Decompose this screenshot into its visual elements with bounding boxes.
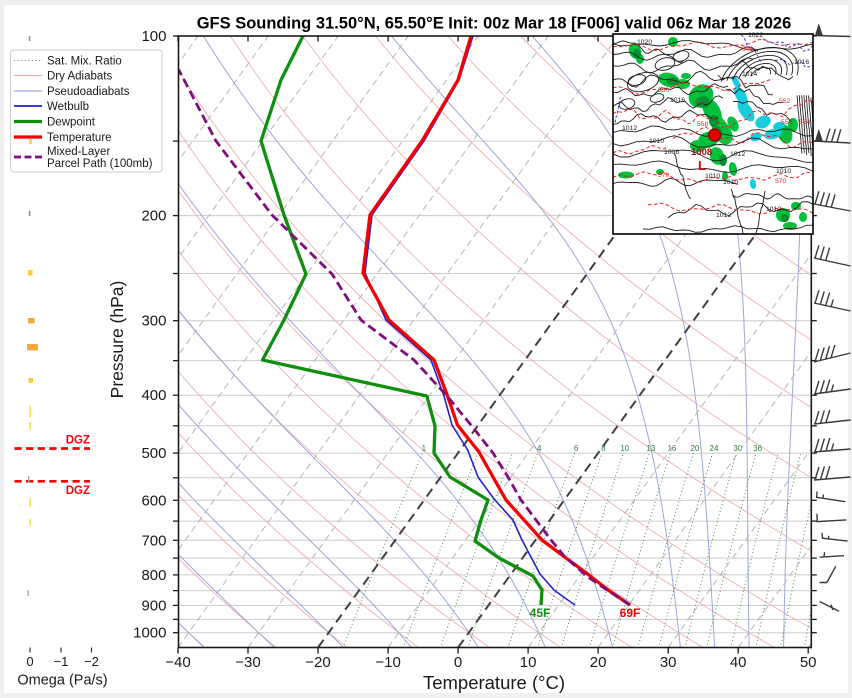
svg-text:1010: 1010 [776, 168, 791, 175]
svg-text:69F: 69F [620, 606, 641, 620]
svg-text:30: 30 [660, 654, 677, 671]
svg-text:4: 4 [537, 444, 542, 453]
svg-text:10: 10 [620, 444, 629, 453]
svg-text:DGZ: DGZ [66, 485, 90, 497]
svg-text:1010: 1010 [649, 138, 664, 145]
svg-text:Sat. Mix. Ratio: Sat. Mix. Ratio [47, 56, 122, 68]
svg-text:1010: 1010 [723, 179, 738, 186]
svg-text:1012: 1012 [730, 151, 745, 158]
svg-text:570: 570 [775, 178, 787, 185]
svg-text:600: 600 [141, 492, 166, 509]
svg-text:−1: −1 [54, 654, 69, 669]
svg-text:30: 30 [733, 444, 742, 453]
svg-text:10: 10 [520, 654, 537, 671]
svg-text:Parcel Path (100mb): Parcel Path (100mb) [47, 158, 153, 170]
svg-text:−20: −20 [305, 654, 330, 671]
svg-text:Pseudoadiabats: Pseudoadiabats [47, 86, 130, 98]
svg-text:300: 300 [141, 313, 166, 330]
svg-text:0: 0 [26, 654, 33, 669]
svg-text:900: 900 [141, 597, 166, 614]
svg-text:Temperature: Temperature [47, 132, 112, 144]
svg-text:Wetbulb: Wetbulb [47, 101, 89, 113]
svg-text:400: 400 [141, 387, 166, 404]
svg-text:24: 24 [710, 444, 719, 453]
svg-text:552: 552 [693, 99, 705, 106]
svg-text:6: 6 [574, 444, 579, 453]
svg-text:1016: 1016 [794, 59, 809, 66]
svg-text:DGZ: DGZ [66, 435, 90, 447]
svg-text:1014: 1014 [742, 71, 757, 78]
svg-text:8: 8 [601, 444, 606, 453]
svg-text:558: 558 [781, 119, 793, 126]
svg-text:Dry Adiabats: Dry Adiabats [47, 71, 112, 83]
svg-text:564: 564 [799, 119, 811, 126]
svg-text:45F: 45F [530, 606, 551, 620]
svg-text:1016: 1016 [670, 97, 685, 104]
svg-text:1012: 1012 [716, 212, 731, 219]
svg-text:L: L [698, 158, 706, 173]
svg-text:546: 546 [742, 46, 754, 53]
svg-text:50: 50 [800, 654, 817, 671]
svg-text:20: 20 [690, 444, 699, 453]
svg-text:1000: 1000 [133, 625, 166, 642]
svg-text:Dewpoint: Dewpoint [47, 117, 96, 129]
svg-text:100: 100 [141, 28, 166, 45]
svg-text:1008: 1008 [664, 149, 679, 156]
svg-text:1022: 1022 [748, 32, 763, 39]
svg-text:1: 1 [422, 444, 427, 453]
svg-text:36: 36 [753, 444, 762, 453]
svg-text:552: 552 [779, 98, 791, 105]
svg-text:Omega (Pa/s): Omega (Pa/s) [17, 673, 107, 689]
svg-text:800: 800 [141, 567, 166, 584]
svg-text:−2: −2 [84, 654, 99, 669]
svg-text:700: 700 [141, 532, 166, 549]
svg-text:Mixed-Layer: Mixed-Layer [47, 146, 110, 158]
svg-text:13: 13 [646, 444, 655, 453]
svg-text:−30: −30 [235, 654, 260, 671]
svg-text:16: 16 [667, 444, 676, 453]
svg-text:GFS Sounding 31.50°N, 65.50°E: GFS Sounding 31.50°N, 65.50°E Init: 00z … [197, 15, 792, 33]
svg-text:570: 570 [658, 172, 670, 179]
svg-text:550: 550 [658, 87, 670, 94]
svg-text:0: 0 [454, 654, 462, 671]
svg-text:Temperature (°C): Temperature (°C) [423, 672, 565, 693]
svg-text:1010: 1010 [705, 173, 720, 180]
svg-text:1020: 1020 [637, 39, 652, 46]
svg-text:558: 558 [697, 121, 709, 128]
svg-text:1012: 1012 [622, 125, 637, 132]
svg-text:40: 40 [730, 654, 747, 671]
svg-text:−10: −10 [375, 654, 400, 671]
svg-text:20: 20 [590, 654, 607, 671]
svg-text:1008: 1008 [691, 147, 712, 158]
svg-text:500: 500 [141, 445, 166, 462]
svg-text:200: 200 [141, 208, 166, 225]
svg-text:Pressure (hPa): Pressure (hPa) [107, 281, 127, 399]
svg-text:−40: −40 [165, 654, 190, 671]
svg-text:1010: 1010 [766, 206, 781, 213]
